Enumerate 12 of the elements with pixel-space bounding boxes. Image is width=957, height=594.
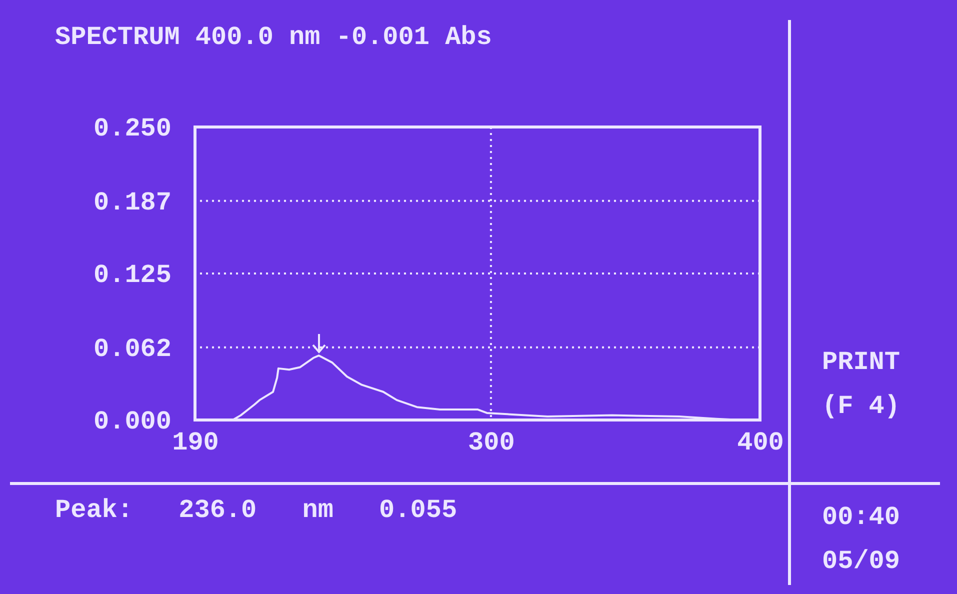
y-tick-label: 0.062	[93, 334, 172, 364]
text: Peak: 236.0 nm 0.055	[55, 495, 458, 525]
text: PRINT (F 4)	[822, 346, 902, 423]
y-tick-label: 0.250	[93, 114, 172, 144]
chart-title: SPECTRUM 400.0 nm -0.001 Abs	[55, 22, 492, 52]
y-tick-label: 0.125	[93, 260, 172, 290]
y-tick-label: 0.187	[93, 187, 172, 218]
y-tick-label: 0.000	[93, 406, 172, 436]
x-tick-label: 400	[737, 428, 784, 458]
x-tick-label: 190	[172, 428, 219, 458]
x-tick-label: 300	[468, 428, 515, 458]
text: 00:40 05/09	[822, 501, 902, 578]
